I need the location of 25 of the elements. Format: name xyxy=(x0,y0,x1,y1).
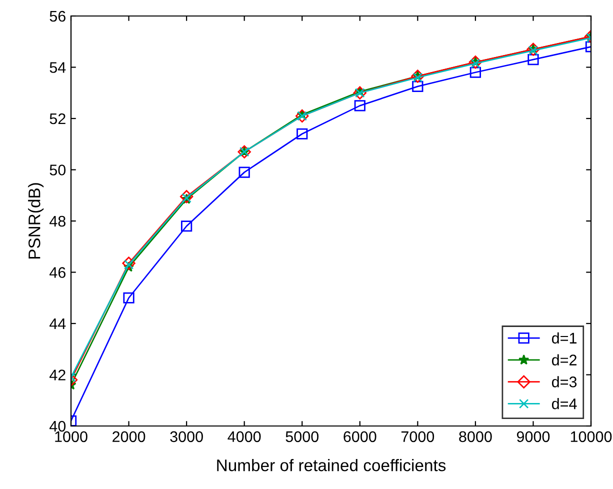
y-tick-label: 52 xyxy=(50,113,66,124)
x-tick-label: 10000 xyxy=(570,431,612,442)
y-tick-label: 44 xyxy=(50,318,66,330)
y-tick-label: 40 xyxy=(50,420,66,432)
legend-label: d=3 xyxy=(552,376,577,388)
x-axis-title: Number of retained coefficients xyxy=(217,458,446,472)
x-tick-label: 9000 xyxy=(516,431,550,442)
x-tick-label: 7000 xyxy=(401,431,434,442)
x-tick-label: 2000 xyxy=(112,431,146,442)
x-tick-label: 6000 xyxy=(344,431,376,442)
x-tick-label: 3000 xyxy=(170,431,203,442)
legend-label: d=1 xyxy=(552,332,577,344)
y-tick-label: 42 xyxy=(50,370,66,380)
legend-label: d=2 xyxy=(552,354,576,366)
x-tick-label: 4000 xyxy=(228,431,261,442)
x-tick-label: 8000 xyxy=(459,431,492,442)
y-tick-label: 56 xyxy=(50,10,66,22)
x-tick-label: 5000 xyxy=(286,431,319,442)
y-tick-label: 46 xyxy=(50,267,66,278)
y-axis-title: PSNR(dB) xyxy=(28,183,44,259)
y-tick-label: 54 xyxy=(50,62,66,73)
y-tick-label: 50 xyxy=(50,164,66,176)
legend-label: d=4 xyxy=(552,398,577,410)
x-tick-label: 1000 xyxy=(55,431,88,442)
y-tick-label: 48 xyxy=(50,216,66,227)
